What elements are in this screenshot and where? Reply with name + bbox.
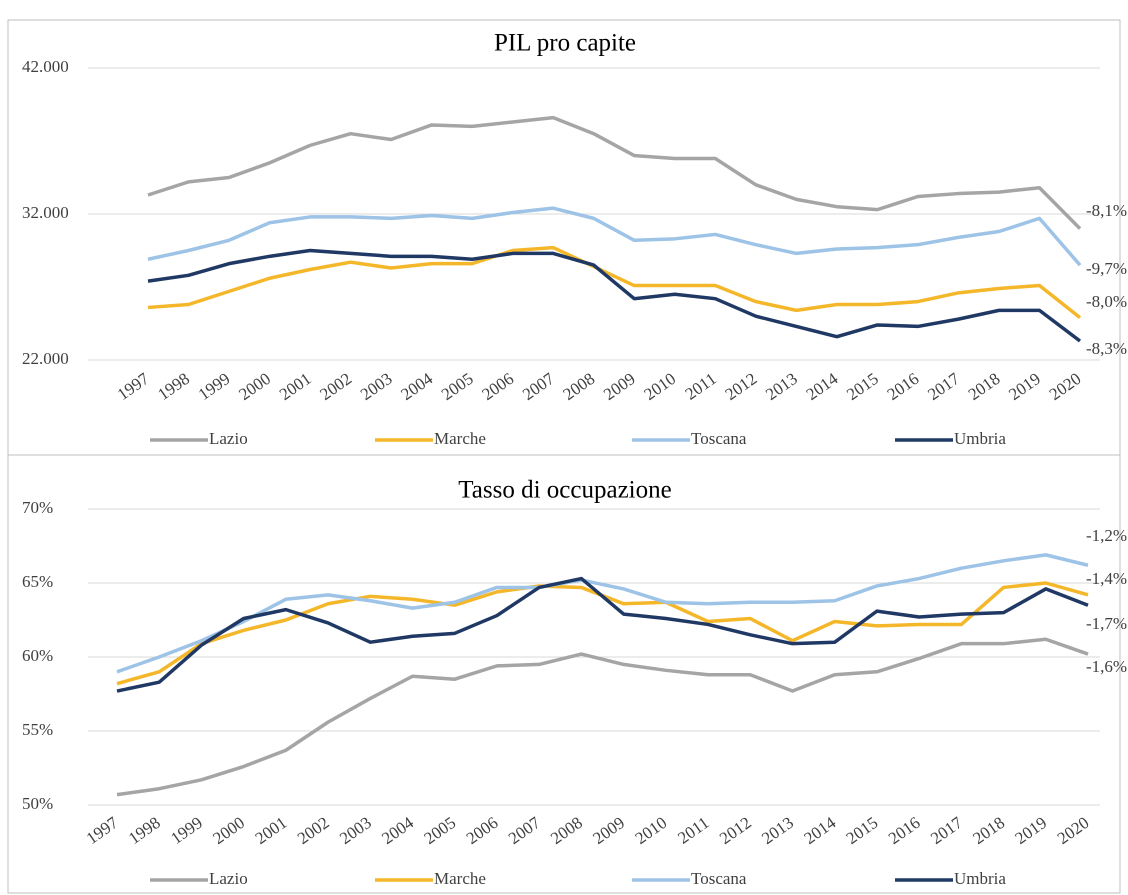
x-tick-label: 2016 xyxy=(884,369,923,404)
y-tick-label: 50% xyxy=(22,794,53,813)
x-tick-label: 1999 xyxy=(167,813,206,848)
series-line xyxy=(147,206,1082,267)
x-tick-label: 2000 xyxy=(235,369,274,404)
series-line xyxy=(147,248,1082,343)
panel-border xyxy=(7,454,1121,894)
series-line xyxy=(147,245,1082,320)
x-tick-label: 2018 xyxy=(969,813,1008,848)
x-tick-label: 2000 xyxy=(209,813,248,848)
x-tick-label: 2009 xyxy=(589,813,628,848)
x-tick-label: 2008 xyxy=(547,813,586,848)
x-tick-label: 1999 xyxy=(195,369,234,404)
x-tick-label: 1997 xyxy=(114,369,153,404)
x-tick-label: 2007 xyxy=(519,369,558,404)
x-tick-label: 2005 xyxy=(421,813,460,848)
x-tick-label: 2012 xyxy=(716,813,755,848)
end-label: -1,4% xyxy=(1086,569,1127,588)
y-tick-label: 65% xyxy=(22,572,53,591)
end-label: -8,0% xyxy=(1086,292,1127,311)
x-tick-label: 2011 xyxy=(674,813,712,848)
y-tick-label: 70% xyxy=(22,498,53,517)
x-tick-label: 2001 xyxy=(252,813,291,848)
x-tick-label: 2016 xyxy=(885,813,924,848)
x-tick-label: 2004 xyxy=(397,369,436,404)
x-tick-label: 2003 xyxy=(357,369,396,404)
series-line xyxy=(116,576,1089,693)
x-tick-label: 2019 xyxy=(1012,813,1051,848)
legend-label: Toscana xyxy=(691,869,747,888)
x-tick-label: 2006 xyxy=(478,369,517,404)
y-tick-label: 32.000 xyxy=(22,203,69,222)
end-label: -8,3% xyxy=(1086,339,1127,358)
chart-title: PIL pro capite xyxy=(494,30,636,57)
x-tick-label: 2005 xyxy=(438,369,477,404)
series-line xyxy=(116,637,1089,797)
x-tick-label: 2018 xyxy=(965,369,1004,404)
x-tick-label: 2015 xyxy=(843,369,882,404)
y-tick-label: 22.000 xyxy=(22,349,69,368)
legend-label: Umbria xyxy=(954,869,1006,888)
end-label: -8,1% xyxy=(1086,201,1127,220)
x-tick-label: 2004 xyxy=(378,813,417,848)
y-tick-label: 60% xyxy=(22,646,53,665)
x-tick-label: 2002 xyxy=(294,813,333,848)
legend-label: Lazio xyxy=(209,869,248,888)
y-tick-label: 55% xyxy=(22,720,53,739)
end-label: -1,6% xyxy=(1086,657,1127,676)
x-tick-label: 2019 xyxy=(1005,369,1044,404)
end-label: -9,7% xyxy=(1086,259,1127,278)
x-tick-label: 2017 xyxy=(924,369,963,404)
x-tick-label: 2015 xyxy=(843,813,882,848)
series-line xyxy=(147,115,1082,230)
x-tick-label: 2001 xyxy=(276,369,315,404)
legend-label: Umbria xyxy=(954,429,1006,448)
legend-label: Marche xyxy=(434,429,486,448)
x-tick-label: 1998 xyxy=(125,813,164,848)
x-tick-label: 2002 xyxy=(316,369,355,404)
x-tick-label: 2017 xyxy=(927,813,966,848)
chart-title: Tasso di occupazione xyxy=(458,477,671,504)
x-tick-label: 2013 xyxy=(758,813,797,848)
x-tick-label: 2007 xyxy=(505,813,544,848)
x-tick-label: 2011 xyxy=(682,369,720,404)
end-label: -1,7% xyxy=(1086,614,1127,633)
x-tick-label: 2003 xyxy=(336,813,375,848)
x-tick-label: 2008 xyxy=(560,369,599,404)
x-tick-label: 2006 xyxy=(463,813,502,848)
x-tick-label: 2014 xyxy=(803,369,842,404)
x-tick-label: 2014 xyxy=(800,813,839,848)
x-tick-label: 2020 xyxy=(1054,813,1093,848)
x-tick-label: 2009 xyxy=(600,369,639,404)
x-tick-label: 2020 xyxy=(1046,369,1085,404)
x-tick-label: 2010 xyxy=(632,813,671,848)
legend-label: Marche xyxy=(434,869,486,888)
x-tick-label: 2010 xyxy=(641,369,680,404)
series-line xyxy=(116,553,1089,674)
end-label: -1,2% xyxy=(1086,526,1127,545)
y-tick-label: 42.000 xyxy=(22,57,69,76)
x-tick-label: 1997 xyxy=(83,813,122,848)
x-tick-label: 1998 xyxy=(154,369,193,404)
legend-label: Toscana xyxy=(691,429,747,448)
x-tick-label: 2013 xyxy=(762,369,801,404)
x-tick-label: 2012 xyxy=(722,369,761,404)
legend-label: Lazio xyxy=(209,429,248,448)
